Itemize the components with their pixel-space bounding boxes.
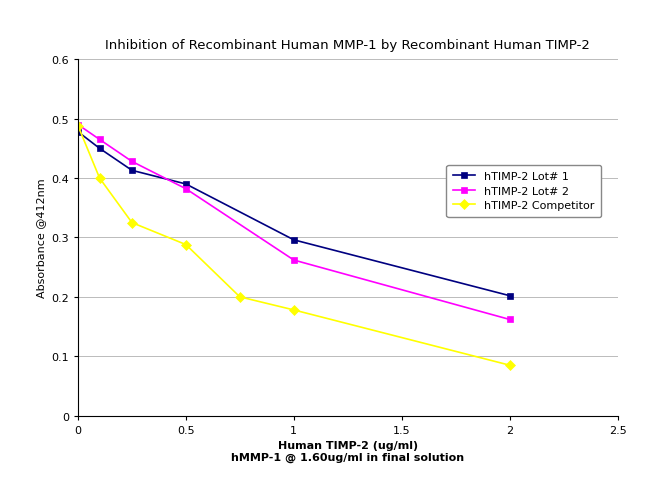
hTIMP-2 Competitor — [506, 362, 514, 368]
Line: hTIMP-2 Lot# 2: hTIMP-2 Lot# 2 — [75, 122, 513, 323]
hTIMP-2 Lot# 1 — [128, 168, 136, 174]
hTIMP-2 Lot# 1 — [290, 237, 298, 243]
hTIMP-2 Competitor — [290, 307, 298, 313]
hTIMP-2 Lot# 2 — [182, 186, 190, 192]
Legend: hTIMP-2 Lot# 1, hTIMP-2 Lot# 2, hTIMP-2 Competitor: hTIMP-2 Lot# 1, hTIMP-2 Lot# 2, hTIMP-2 … — [447, 165, 601, 217]
hTIMP-2 Lot# 2 — [506, 317, 514, 323]
Title: Inhibition of Recombinant Human MMP-1 by Recombinant Human TIMP-2: Inhibition of Recombinant Human MMP-1 by… — [105, 39, 590, 52]
hTIMP-2 Competitor — [74, 124, 82, 130]
hTIMP-2 Lot# 2 — [128, 159, 136, 165]
hTIMP-2 Lot# 1 — [74, 129, 82, 135]
hTIMP-2 Lot# 1 — [506, 293, 514, 299]
hTIMP-2 Competitor — [236, 294, 244, 300]
hTIMP-2 Competitor — [128, 220, 136, 226]
hTIMP-2 Lot# 1 — [96, 146, 103, 152]
Line: hTIMP-2 Lot# 1: hTIMP-2 Lot# 1 — [75, 129, 513, 300]
hTIMP-2 Lot# 2 — [290, 258, 298, 264]
hTIMP-2 Lot# 2 — [74, 122, 82, 128]
hTIMP-2 Lot# 2 — [96, 137, 103, 143]
hTIMP-2 Lot# 1 — [182, 181, 190, 187]
Y-axis label: Absorbance @412nm: Absorbance @412nm — [36, 178, 46, 298]
hTIMP-2 Competitor — [182, 242, 190, 248]
hTIMP-2 Competitor — [96, 176, 103, 182]
Line: hTIMP-2 Competitor: hTIMP-2 Competitor — [75, 123, 513, 369]
X-axis label: Human TIMP-2 (ug/ml)
hMMP-1 @ 1.60ug/ml in final solution: Human TIMP-2 (ug/ml) hMMP-1 @ 1.60ug/ml … — [231, 440, 464, 462]
